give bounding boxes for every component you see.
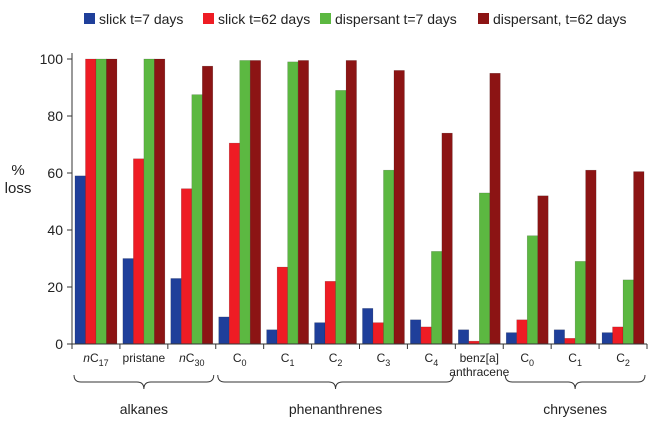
bar xyxy=(345,60,357,345)
bar xyxy=(324,281,336,345)
bar xyxy=(218,316,230,345)
category-label: C4 xyxy=(425,351,439,368)
bar xyxy=(564,338,576,345)
y-axis-label: %loss xyxy=(5,162,32,197)
bar xyxy=(516,319,528,345)
bar xyxy=(170,278,182,345)
y-tick-label: 20 xyxy=(47,279,63,295)
bar xyxy=(239,60,251,345)
bar xyxy=(441,132,453,345)
bar xyxy=(106,58,118,345)
group-label: phenanthrenes xyxy=(289,401,382,417)
bar xyxy=(383,169,395,345)
bar xyxy=(181,188,193,345)
bar xyxy=(410,319,422,345)
legend-label: dispersant, t=62 days xyxy=(493,11,626,27)
bars xyxy=(74,58,645,345)
bar xyxy=(276,266,288,345)
category-label-line2: anthracene xyxy=(449,365,509,379)
bar xyxy=(526,235,538,345)
y-tick-label: 100 xyxy=(40,51,64,67)
category-label: nC17 xyxy=(83,351,108,368)
y-axis: 0 20 40 60 80 100 xyxy=(40,51,73,352)
bar xyxy=(191,94,203,345)
bar xyxy=(612,326,624,345)
group-brace xyxy=(217,374,454,390)
bar xyxy=(420,326,432,345)
category-label: C1 xyxy=(568,351,582,368)
legend-swatch xyxy=(203,13,214,24)
bar xyxy=(489,73,501,345)
bar xyxy=(266,329,278,345)
bar xyxy=(297,60,309,345)
bar xyxy=(74,175,86,345)
y-tick-label: 60 xyxy=(47,165,63,181)
legend-swatch xyxy=(478,13,489,24)
bar xyxy=(95,58,107,345)
bar xyxy=(228,142,240,345)
category-groups: alkanes phenanthrenes chrysenes xyxy=(73,374,646,417)
bar xyxy=(633,171,645,345)
bar xyxy=(372,322,384,345)
bar xyxy=(154,58,166,345)
category-label: C2 xyxy=(329,351,343,368)
x-axis: nC17 pristane nC30 C0 C1 C2 C3 C4 benz[a]anthrac… xyxy=(71,343,648,379)
bar xyxy=(537,195,549,345)
bar xyxy=(85,58,97,345)
category-label: pristane xyxy=(123,351,166,365)
y-tick-label: 0 xyxy=(55,336,63,352)
bar xyxy=(505,332,517,345)
bar xyxy=(133,158,145,345)
y-tick-label: 80 xyxy=(47,108,63,124)
y-tick-label: 40 xyxy=(47,222,63,238)
category-label: nC30 xyxy=(179,351,204,368)
legend-label: slick t=62 days xyxy=(218,11,310,27)
legend: slick t=7 days slick t=62 days dispersant … xyxy=(84,11,626,27)
y-label-line: % xyxy=(11,162,24,179)
bar xyxy=(431,251,443,345)
bar xyxy=(143,58,155,345)
legend-swatch xyxy=(320,13,331,24)
bar xyxy=(249,60,261,345)
bar xyxy=(202,65,214,345)
category-label: C1 xyxy=(281,351,295,368)
group-label: chrysenes xyxy=(543,401,607,417)
y-label-line: loss xyxy=(5,180,32,197)
bar xyxy=(622,279,634,345)
legend-label: dispersant t=7 days xyxy=(335,11,457,27)
bar xyxy=(601,332,613,345)
group-brace xyxy=(73,374,215,390)
bar xyxy=(335,90,347,345)
bar xyxy=(362,308,374,345)
category-label: C0 xyxy=(233,351,247,368)
bar xyxy=(479,192,491,345)
bar xyxy=(574,261,586,345)
category-label: C3 xyxy=(377,351,391,368)
bar xyxy=(314,322,326,345)
legend-label: slick t=7 days xyxy=(99,11,183,27)
category-label: C2 xyxy=(616,351,630,368)
bar xyxy=(393,70,405,345)
group-brace xyxy=(504,374,646,390)
bar xyxy=(122,258,134,345)
legend-swatch xyxy=(84,13,95,24)
bar xyxy=(458,329,470,345)
bar xyxy=(585,169,597,345)
bar xyxy=(287,61,299,345)
bar xyxy=(553,329,565,345)
category-label: C0 xyxy=(520,351,534,368)
group-label: alkanes xyxy=(120,401,168,417)
category-label: benz[a] xyxy=(460,351,499,365)
